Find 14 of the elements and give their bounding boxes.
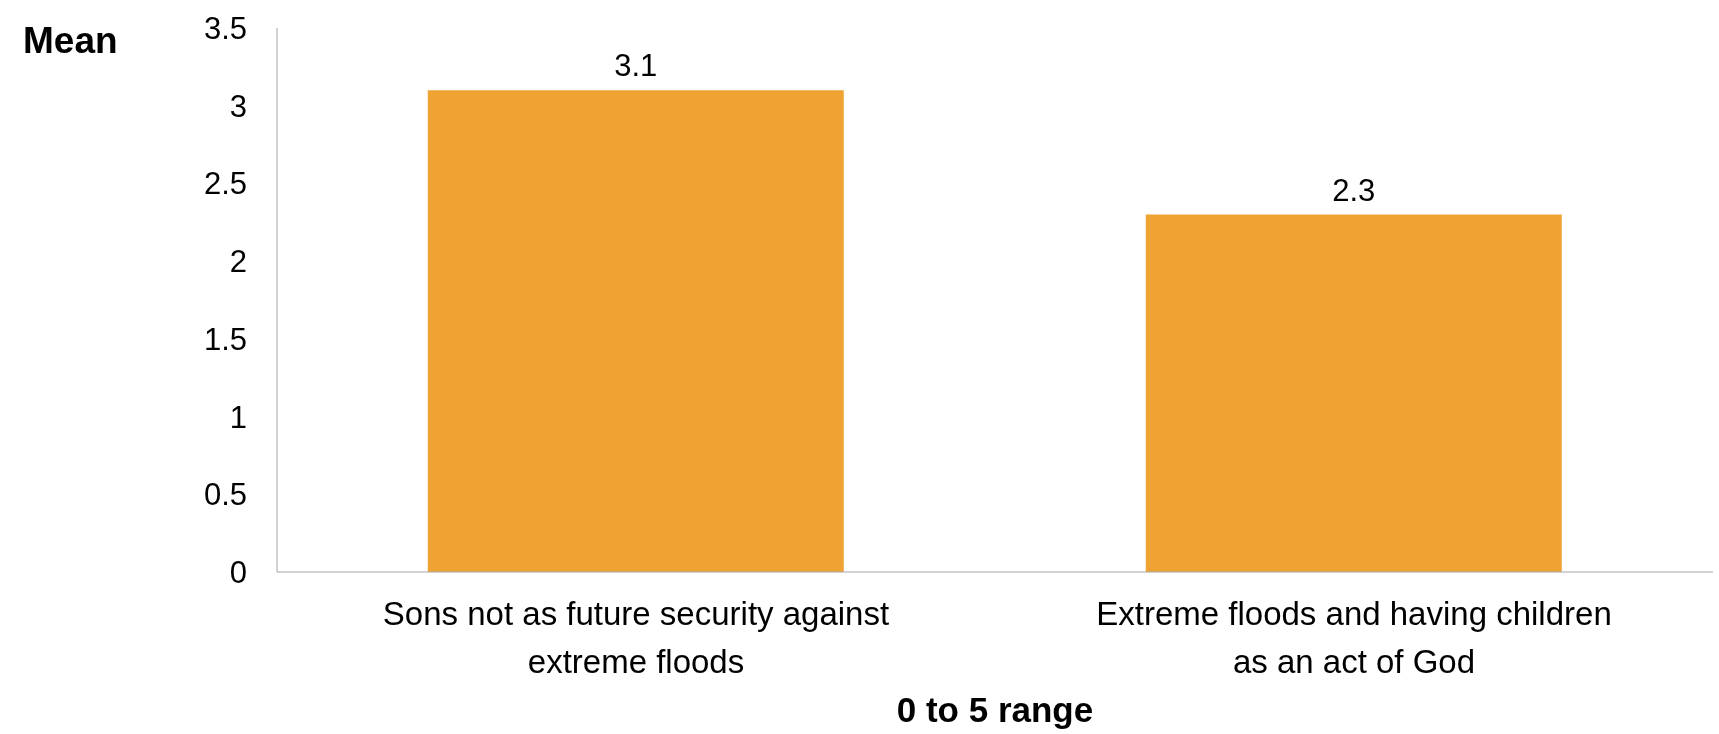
data-label: 2.3 (1332, 172, 1376, 208)
y-axis-title: Mean (23, 20, 118, 61)
x-tick-label: Extreme floods and having children as an act of God (1096, 595, 1612, 680)
y-tick-label: 1 (229, 399, 247, 435)
x-axis-title: 0 to 5 range (896, 690, 1094, 729)
y-tick-label: 3 (229, 88, 247, 124)
y-tick-label: 2 (229, 244, 247, 280)
y-tick-label: 0.5 (203, 477, 247, 513)
y-tick-label: 1.5 (203, 321, 247, 357)
y-tick-label: 3.5 (203, 11, 247, 47)
data-label: 3.1 (614, 48, 658, 84)
y-tick-label: 0 (229, 555, 247, 591)
x-tick-label: Sons not as future security against extreme floods (382, 595, 890, 680)
y-tick-label: 2.5 (203, 166, 247, 202)
